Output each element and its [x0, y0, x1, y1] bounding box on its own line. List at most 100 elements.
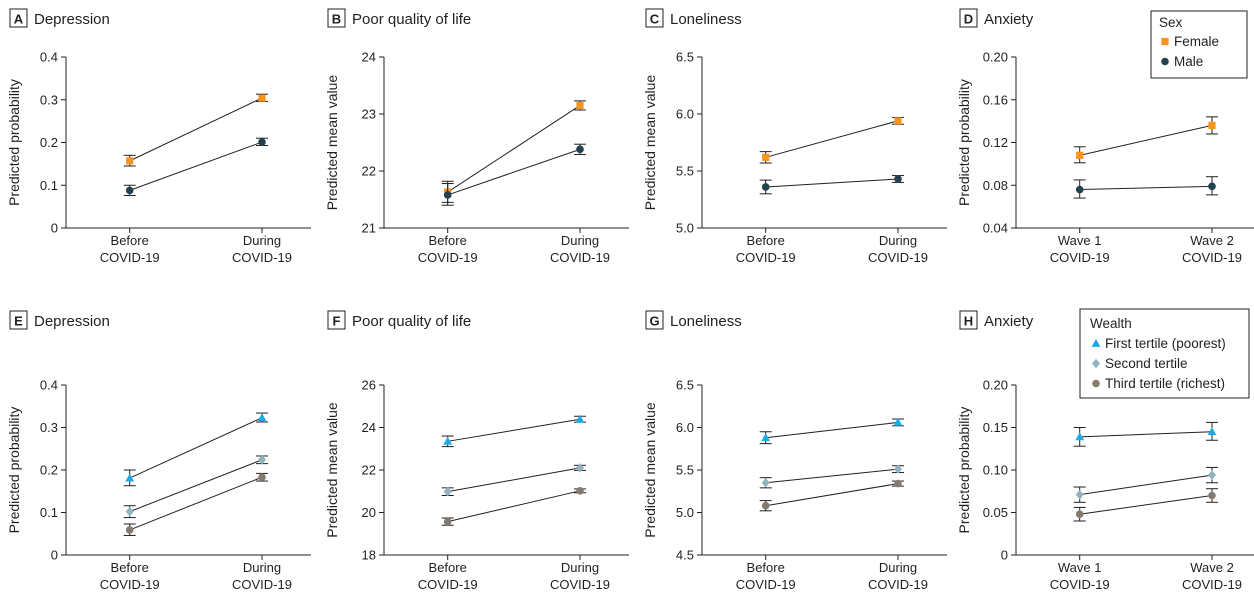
- legend-title: Sex: [1159, 15, 1183, 30]
- y-tick-label: 0.2: [40, 135, 58, 150]
- y-tick-label: 0: [51, 221, 58, 236]
- series-1: [123, 412, 268, 487]
- legend-item: First tertile (poorest): [1105, 336, 1226, 351]
- x-tick-label: Wave 1: [1058, 560, 1102, 575]
- y-tick-label: 0.04: [983, 221, 1008, 236]
- series-3: [123, 472, 268, 536]
- y-tick-label: 0.3: [40, 92, 58, 107]
- data-point: [893, 417, 903, 426]
- data-point: [761, 183, 770, 191]
- y-axis-label: Predicted mean value: [642, 75, 658, 211]
- data-point: [1075, 432, 1085, 441]
- data-point: [125, 473, 135, 482]
- series-line: [1079, 185, 1213, 191]
- series-2: [759, 175, 904, 195]
- legend-item: Male: [1174, 54, 1203, 69]
- series-line: [1079, 124, 1213, 156]
- panel-d: D Anxiety 0.04 0.08 0.12 0.16 0.20 Predicted pr…: [956, 8, 1254, 265]
- legend-wealth: Wealth First tertile (poorest) Second tert…: [1079, 308, 1250, 399]
- x-tick-label: During: [879, 233, 917, 248]
- series-2: [123, 137, 268, 197]
- data-point: [576, 463, 584, 473]
- x-tick-label: COVID-19: [1050, 250, 1110, 265]
- x-tick-label: COVID-19: [868, 577, 928, 592]
- series-line: [447, 148, 581, 196]
- legend-marker: [1091, 338, 1101, 347]
- y-axis-label: Predicted probability: [956, 407, 972, 534]
- series-line: [129, 97, 263, 162]
- x-tick-label: COVID-19: [1182, 250, 1242, 265]
- data-point: [894, 464, 902, 474]
- x-tick-label: COVID-19: [418, 577, 478, 592]
- y-tick-label: 6.5: [676, 50, 694, 65]
- legend-title: Wealth: [1090, 316, 1132, 331]
- y-axis-label: Predicted probability: [6, 79, 22, 206]
- data-point: [1207, 427, 1217, 436]
- series-1: [441, 414, 586, 448]
- series-1: [1073, 421, 1218, 447]
- data-point: [1208, 491, 1216, 500]
- y-axis-label: Predicted probability: [6, 407, 22, 534]
- data-point: [762, 153, 770, 161]
- data-point: [125, 186, 134, 195]
- x-tick-label: Before: [111, 233, 149, 248]
- data-point: [258, 473, 266, 482]
- y-tick-label: 21: [362, 221, 376, 236]
- data-point: [761, 433, 771, 442]
- series-1: [759, 116, 904, 164]
- x-tick-label: COVID-19: [550, 577, 610, 592]
- legend-sex: Sex Female Male: [1150, 10, 1248, 79]
- x-tick-label: During: [561, 560, 599, 575]
- data-point: [1076, 151, 1084, 159]
- x-tick-label: During: [561, 233, 599, 248]
- legend-marker: [1092, 358, 1100, 369]
- y-tick-label: 0: [1001, 548, 1008, 563]
- y-tick-label: 23: [362, 107, 376, 122]
- series-2: [441, 463, 586, 497]
- y-tick-label: 6.5: [676, 378, 694, 393]
- series-3: [1073, 488, 1218, 522]
- y-tick-label: 5.5: [676, 463, 694, 478]
- y-tick-label: 0.3: [40, 420, 58, 435]
- data-point: [258, 455, 266, 465]
- y-tick-label: 5.5: [676, 164, 694, 179]
- data-point: [1075, 510, 1084, 518]
- x-tick-label: COVID-19: [736, 577, 796, 592]
- x-tick-label: COVID-19: [232, 250, 292, 265]
- data-point: [257, 413, 267, 422]
- data-point: [894, 175, 902, 183]
- y-tick-label: 5.0: [676, 505, 694, 520]
- panel-a: A Depression 0 0.1 0.2 0.3 0.4 Predicted probab…: [6, 8, 311, 265]
- series-1: [441, 100, 586, 203]
- data-point: [1208, 182, 1216, 191]
- data-point: [761, 501, 770, 510]
- series-2: [759, 464, 904, 489]
- y-tick-label: 0.1: [40, 178, 58, 193]
- y-tick-label: 0.10: [983, 463, 1008, 478]
- panel-title: Depression: [34, 11, 110, 28]
- x-tick-label: Wave 1: [1058, 233, 1102, 248]
- panel-label: G: [649, 314, 659, 329]
- series-line: [765, 120, 899, 158]
- legend-marker: [1092, 379, 1100, 388]
- series-line: [1079, 431, 1213, 438]
- legend-box: [1079, 308, 1250, 399]
- panel-title: Loneliness: [670, 313, 742, 330]
- panel-g: G Loneliness 4.5 5.0 5.5 6.0 6.5 Predicted mean…: [642, 310, 947, 592]
- panel-title: Anxiety: [984, 313, 1034, 330]
- data-point: [761, 477, 770, 488]
- x-tick-label: Wave 2: [1190, 233, 1234, 248]
- series-2: [1073, 176, 1218, 199]
- series-line: [447, 418, 581, 442]
- panel-title: Anxiety: [984, 11, 1034, 28]
- series-3: [759, 479, 904, 512]
- y-axis-label: Predicted mean value: [324, 75, 340, 211]
- panel-label-box: [959, 310, 978, 330]
- panel-label: E: [14, 314, 23, 329]
- panel-label-box: [959, 8, 978, 28]
- x-tick-label: COVID-19: [100, 250, 160, 265]
- y-tick-label: 24: [362, 420, 376, 435]
- x-tick-label: During: [243, 560, 281, 575]
- data-point: [894, 479, 902, 488]
